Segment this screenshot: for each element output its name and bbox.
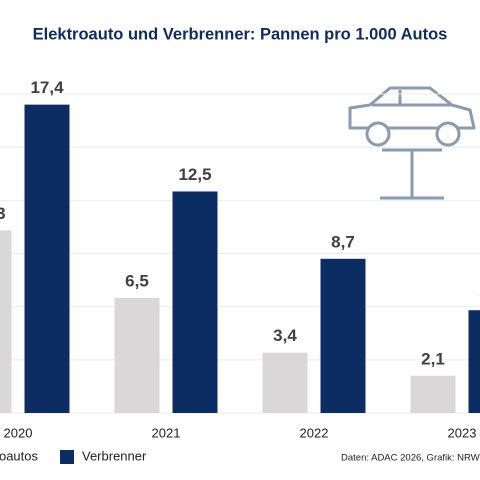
bar bbox=[320, 258, 366, 413]
x-tick-label: 2021 bbox=[152, 425, 181, 440]
data-label: 2,1 bbox=[421, 349, 445, 368]
data-label: 10,3 bbox=[0, 204, 6, 223]
data-label: 8,7 bbox=[331, 232, 355, 251]
bar bbox=[410, 375, 456, 413]
data-label: 6,5 bbox=[125, 271, 149, 290]
chart-title: Elektroauto und Verbrenner: Pannen pro 1… bbox=[33, 25, 448, 43]
source-note: Daten: ADAC 2026, Grafik: NRW.I bbox=[341, 453, 480, 464]
data-label: 3,4 bbox=[273, 326, 297, 345]
x-tick-label: 2023 bbox=[448, 425, 477, 440]
bar bbox=[24, 104, 70, 413]
bar bbox=[468, 310, 480, 413]
data-label: 12,5 bbox=[178, 165, 211, 184]
legend-label: Verbrenner bbox=[82, 448, 147, 463]
bar bbox=[172, 191, 218, 413]
bar bbox=[262, 352, 308, 413]
bar bbox=[0, 230, 12, 413]
legend-swatch bbox=[60, 450, 74, 464]
bar bbox=[114, 297, 160, 413]
x-tick-label: 2020 bbox=[4, 425, 33, 440]
car-lift-icon bbox=[348, 86, 476, 200]
data-label: 17,4 bbox=[30, 78, 64, 97]
legend-label: Elektroautos bbox=[0, 448, 38, 463]
x-tick-label: 2022 bbox=[300, 425, 329, 440]
